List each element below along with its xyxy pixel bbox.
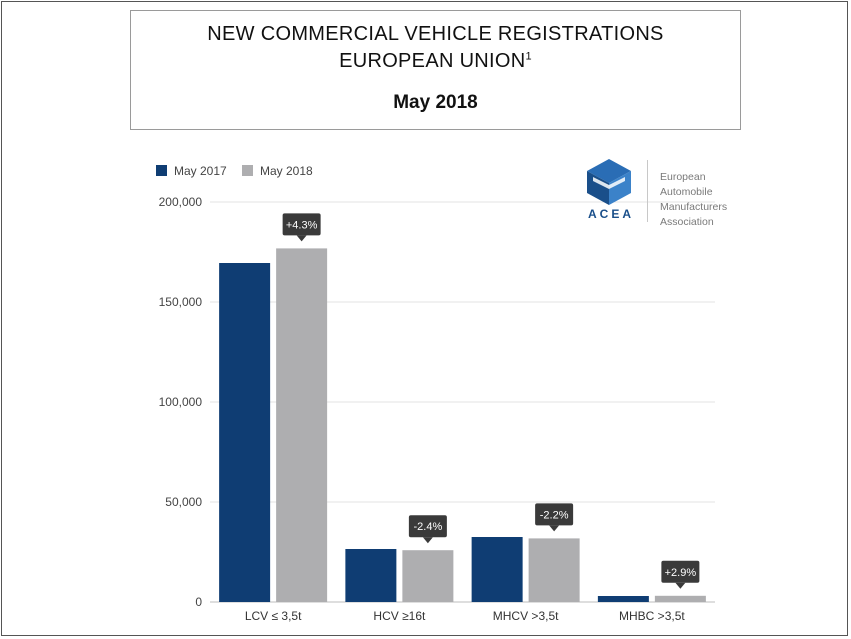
change-badge [408,515,447,538]
change-badge-pointer [549,525,560,532]
y-tick-label: 200,000 [159,195,203,209]
legend-swatch-may-2017 [156,165,167,176]
legend-label-may-2017: May 2017 [174,164,227,178]
change-badge-label: +2.9% [665,567,697,579]
y-tick-label: 50,000 [165,495,202,509]
change-badge-pointer [296,235,307,242]
legend-swatch-may-2018 [242,165,253,176]
title-box: NEW COMMERCIAL VEHICLE REGISTRATIONS EUR… [130,10,741,130]
change-badge-pointer [675,582,686,589]
legend-label-may-2018: May 2018 [260,164,313,178]
bar-may-2018 [276,248,328,602]
logo-name-line: Manufacturers [660,201,728,213]
acea-cube-logo-icon [587,159,631,205]
change-badge [282,213,321,236]
title-region: EUROPEAN UNION [339,50,526,72]
logo-acronym: ACEA [588,207,635,221]
logo-name-line: Association [660,216,714,228]
logo-divider [647,160,648,222]
bar-may-2017 [597,596,649,602]
logo-name: European Automobile Manufacturers Associ… [660,170,727,230]
bar-may-2018 [654,595,706,602]
y-tick-label: 0 [195,595,202,609]
bar-may-2017 [219,263,271,602]
x-tick-label: HCV ≥16t [373,609,426,623]
change-badge-label: +4.3% [286,219,318,231]
footnote-marker: 1 [525,50,532,63]
y-tick-label: 150,000 [159,295,203,309]
change-badge-label: -2.2% [540,509,569,521]
logo-name-line: Automobile [660,186,713,198]
change-badge [535,503,574,526]
change-badge [661,560,700,583]
y-tick-label: 100,000 [159,395,203,409]
title-line-1: NEW COMMERCIAL VEHICLE REGISTRATIONS [207,23,664,45]
x-tick-label: LCV ≤ 3,5t [245,609,302,623]
change-badge-pointer [422,537,433,544]
change-badge-label: -2.4% [414,521,443,533]
x-tick-label: MHBC >3,5t [619,609,685,623]
bar-may-2017 [471,537,523,602]
x-tick-label: MHCV >3,5t [493,609,559,623]
bar-may-2017 [345,549,397,602]
logo-name-line: European [660,171,706,183]
title-line-2: EUROPEAN UNION1 [131,50,740,73]
title-period: May 2018 [393,92,478,113]
bar-may-2018 [402,550,454,602]
bar-may-2018 [528,538,580,602]
